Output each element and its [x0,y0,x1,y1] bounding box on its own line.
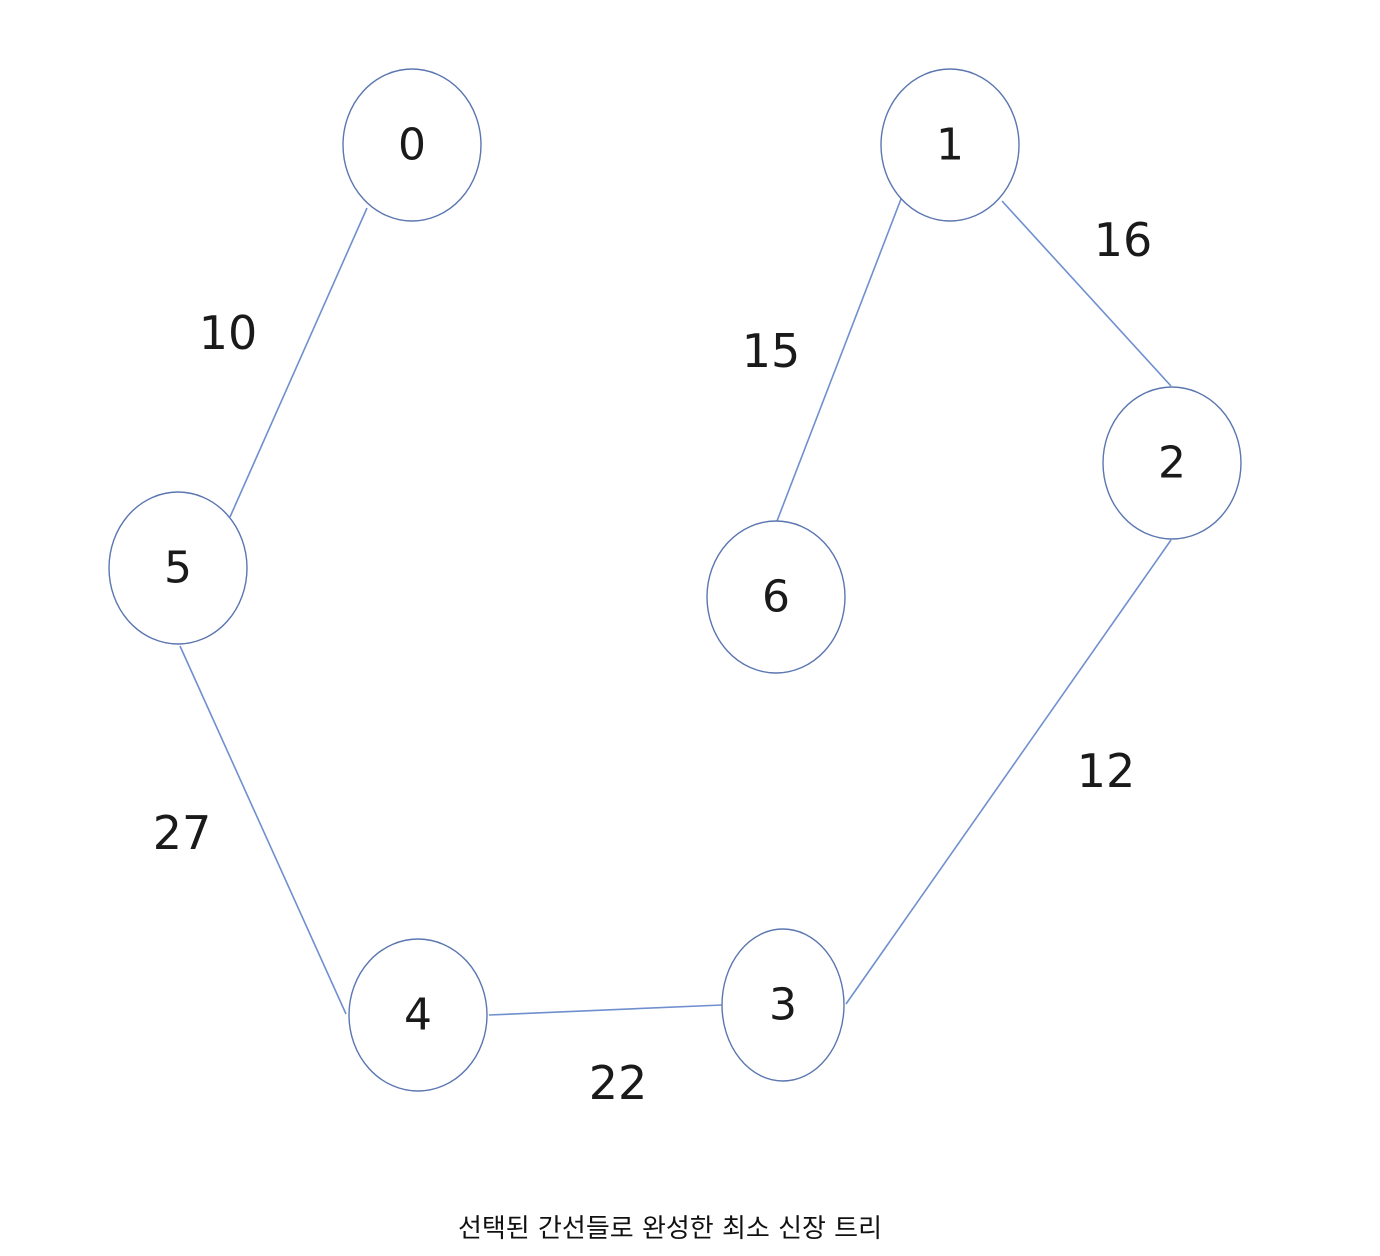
edge-weights-layer: 10 27 22 12 16 15 [153,213,1153,1110]
node-label-5: 5 [164,543,192,594]
node-label-3: 3 [769,980,797,1031]
edge-4-3 [488,1004,723,1016]
edge-weight-1-6: 15 [742,324,801,378]
node-circle-4 [348,938,488,1092]
figure-caption: 선택된 간선들로 완성한 최소 신장 트리 [457,1214,883,1244]
node-label-4: 4 [404,990,432,1041]
node-label-2: 2 [1158,438,1186,489]
node-circle-2 [1102,386,1242,540]
node-circle-0 [342,68,482,222]
node-2: 2 [1102,386,1242,540]
edge-2-1 [1001,200,1172,387]
edge-weight-4-3: 22 [589,1056,648,1110]
node-circle-3 [721,928,845,1082]
node-circle-5 [108,491,248,645]
edge-weight-3-2: 12 [1077,744,1136,798]
node-0: 0 [342,68,482,222]
node-3: 3 [721,928,845,1082]
edge-1-6 [776,198,902,522]
node-6: 6 [706,520,846,674]
edge-0-5 [229,207,368,518]
edge-5-4 [179,645,347,1015]
node-label-0: 0 [398,120,426,171]
edge-weight-5-4: 27 [153,806,212,860]
node-label-6: 6 [762,572,790,623]
node-5: 5 [108,491,248,645]
edge-weight-2-1: 16 [1094,213,1153,267]
edge-3-2 [845,539,1172,1005]
node-4: 4 [348,938,488,1092]
edges-layer [179,198,1172,1016]
node-circle-6 [706,520,846,674]
node-label-1: 1 [936,120,964,171]
edge-weight-0-5: 10 [199,306,258,360]
node-circle-1 [880,68,1020,222]
node-1: 1 [880,68,1020,222]
